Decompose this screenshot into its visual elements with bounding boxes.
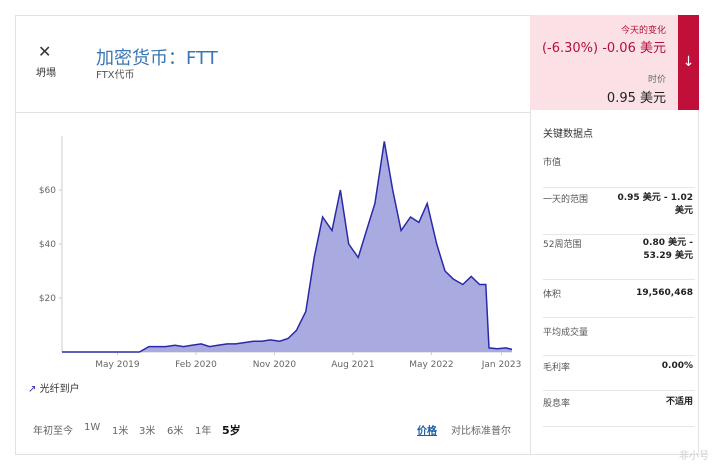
x-tick-label: May 2022 <box>409 360 453 370</box>
range-button[interactable]: 1W <box>84 422 101 433</box>
key-title: 关键数据点 <box>543 129 593 140</box>
x-tick-label: Aug 2021 <box>331 360 374 370</box>
title: 加密货币：FTT <box>96 48 218 69</box>
subtitle: FTX代币 <box>96 70 135 81</box>
key-value: 0.00% <box>661 361 693 371</box>
key-value: 不适用 <box>665 397 693 407</box>
range-button[interactable]: 1年 <box>195 426 212 437</box>
y-tick-label: $40 <box>39 240 56 250</box>
range-button[interactable]: 3米 <box>139 426 156 437</box>
collapse-icon[interactable]: ✕ <box>38 42 52 61</box>
chart: $20 $40 $60 May 2019 Feb 2020 Nov 2020 Aug 202… <box>39 136 522 370</box>
key-row: 股息率 不适用 <box>543 396 695 427</box>
key-label: 毛利率 <box>543 363 571 373</box>
watermark: 非小号 <box>679 451 709 462</box>
key-row: 毛利率 0.00% <box>543 360 695 391</box>
down-arrow: ↓ <box>678 15 699 110</box>
key-row: 体积 19,560,468 <box>543 287 695 318</box>
line <box>62 141 513 353</box>
price: 0.95 美元 <box>606 91 666 106</box>
x-tick-label: Feb 2020 <box>175 360 217 370</box>
change-label: 今天的变化 <box>620 26 666 36</box>
range-button[interactable]: 年初至今 <box>33 426 73 437</box>
key-label: 市值 <box>543 158 562 168</box>
divider <box>15 112 530 113</box>
legend-icon: ↗ <box>28 384 37 395</box>
legend-label: 光纤到户 <box>39 384 80 395</box>
price-label: 时价 <box>647 75 666 85</box>
x-tick-label: Nov 2020 <box>253 360 297 370</box>
key-label: 体积 <box>543 290 562 300</box>
x-tick-label: Jan 2023 <box>481 360 522 370</box>
change-box: 今天的变化 (-6.30%) -0.06 美元 时价 0.95 美元 <box>530 15 678 110</box>
link[interactable]: 对比标准普尔 <box>451 426 511 437</box>
key-row: 一天的范围 0.95 美元 - 1.02 美元 <box>543 192 695 235</box>
range-button[interactable]: 6米 <box>167 426 184 437</box>
key-row: 市值 <box>543 155 695 188</box>
key-value: 0.95 美元 - 1.02 美元 <box>617 193 693 216</box>
key-value: 0.80 美元 - 53.29 美元 <box>642 238 693 261</box>
change-value: (-6.30%) -0.06 美元 <box>541 41 666 56</box>
y-tick-label: $60 <box>39 186 56 196</box>
frame <box>15 15 699 455</box>
x-tick-label: May 2019 <box>95 360 140 370</box>
range-button[interactable]: 1米 <box>112 426 129 437</box>
key-value: 19,560,468 <box>636 288 693 298</box>
legend: ↗ 光纤到户 <box>28 380 80 395</box>
key-row: 平均成交量 <box>543 325 695 356</box>
area <box>62 141 512 352</box>
divider <box>530 110 531 455</box>
key-label: 平均成交量 <box>543 328 589 338</box>
link[interactable]: 价格 <box>417 426 437 437</box>
key-label: 股息率 <box>543 399 571 409</box>
y-tick-label: $20 <box>39 294 56 304</box>
key-label: 一天的范围 <box>543 195 589 205</box>
range-button[interactable]: 5岁 <box>222 424 241 437</box>
icon-label: 坍塌 <box>36 68 56 79</box>
key-label: 52周范围 <box>543 240 582 250</box>
key-row: 52周范围 0.80 美元 - 53.29 美元 <box>543 237 695 280</box>
